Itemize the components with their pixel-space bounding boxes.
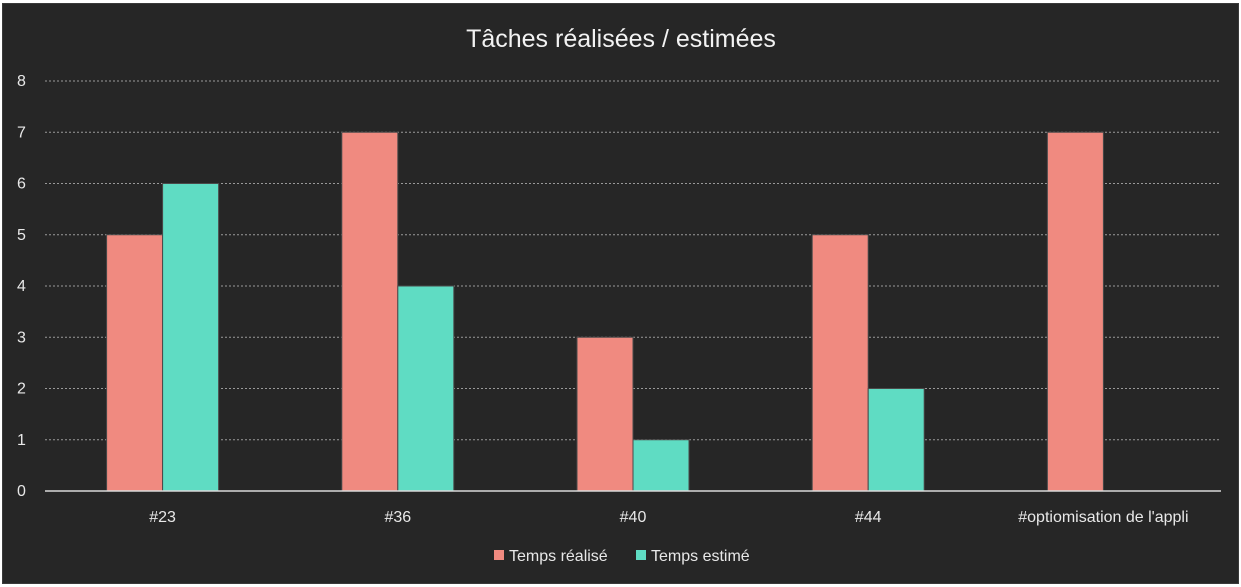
y-tick-label: 6 [17,176,26,193]
y-tick-label: 7 [17,124,26,141]
legend-swatch-estime [636,550,646,560]
legend-item-realise[interactable]: Temps réalisé [494,548,608,565]
legend-label-estime: Temps estimé [651,548,750,565]
y-tick-label: 0 [17,483,26,500]
y-tick-label: 4 [17,278,26,295]
x-category-label: #optiomisation de l'appli [1018,509,1188,526]
x-category-label: #44 [855,509,882,526]
x-category-label: #40 [620,509,647,526]
chart-title: Tâches réalisées / estimées [466,25,776,53]
bar-temps-realise-2[interactable] [576,336,634,492]
x-axis-labels: #23 #36 #40 #44 #optiomisation de l'appli [149,509,1188,526]
y-tick-label: 5 [17,227,26,244]
chart-frame: Tâches réalisées / estimées 0 1 2 3 4 5 6 7 8 #2… [2,3,1239,584]
legend-item-estime[interactable]: Temps estimé [636,548,750,565]
legend: Temps réalisé Temps estimé [494,548,750,565]
bar-temps-estime-0[interactable] [162,183,220,492]
legend-swatch-realise [494,550,504,560]
x-category-label: #36 [384,509,411,526]
x-category-label: #23 [149,509,176,526]
bar-temps-estime-2[interactable] [632,439,690,492]
y-axis-ticks: 0 1 2 3 4 5 6 7 8 [17,73,26,500]
legend-label-realise: Temps réalisé [509,548,608,565]
y-tick-label: 3 [17,329,26,346]
y-tick-label: 8 [17,73,26,90]
bar-chart: Tâches réalisées / estimées 0 1 2 3 4 5 6 7 8 #2… [17,25,1221,565]
bar-temps-realise-1[interactable] [341,131,399,492]
bar-temps-estime-3[interactable] [867,388,925,492]
bar-temps-realise-0[interactable] [106,234,164,492]
bar-temps-estime-1[interactable] [397,285,455,492]
y-tick-label: 2 [17,381,26,398]
bar-temps-realise-3[interactable] [811,234,869,492]
y-tick-label: 1 [17,432,26,449]
bars [106,131,1104,492]
bar-temps-realise-4[interactable] [1046,131,1104,492]
